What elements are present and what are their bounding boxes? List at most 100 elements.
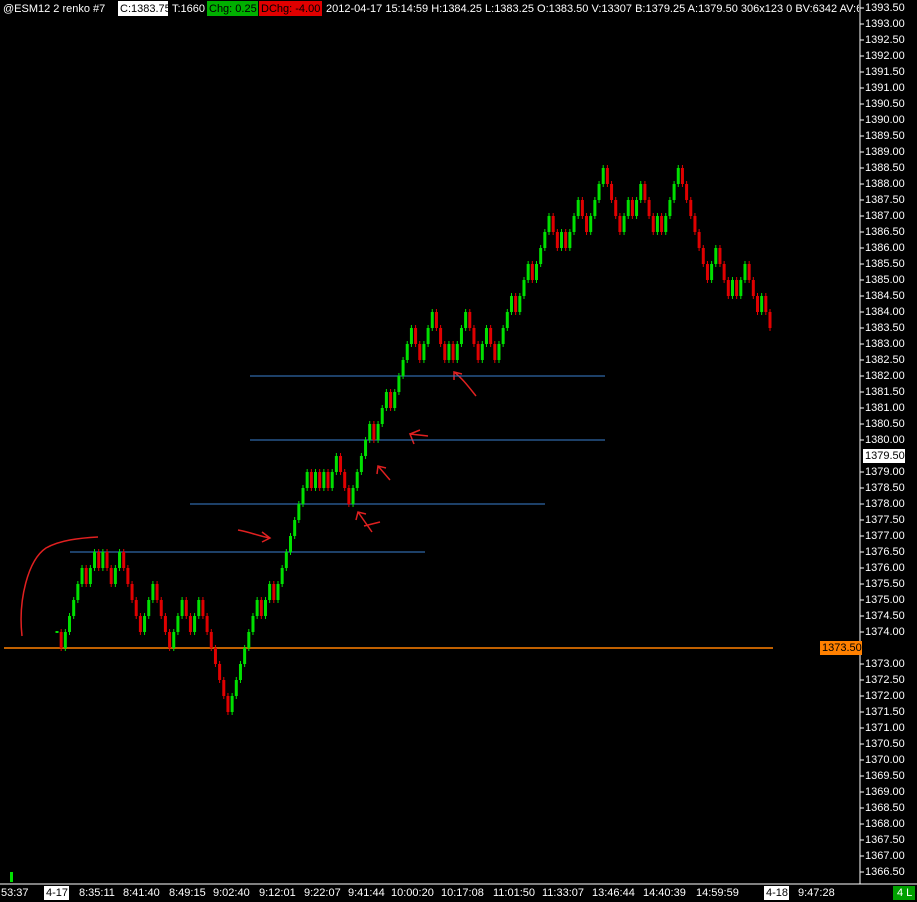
brick: [176, 616, 180, 632]
brick: [118, 552, 122, 568]
brick: [418, 344, 422, 360]
brick: [655, 216, 659, 232]
brick: [643, 184, 647, 200]
brick: [526, 264, 530, 280]
brick: [213, 648, 217, 664]
dchange-box: [259, 1, 322, 16]
x-tick-label: 10:17:08: [441, 887, 484, 899]
brick: [59, 632, 63, 648]
x-tick-label: 13:46:44: [592, 887, 635, 899]
brick: [676, 168, 680, 184]
brick: [272, 584, 276, 600]
brick: [155, 584, 159, 600]
brick: [730, 280, 734, 296]
brick: [710, 264, 714, 280]
x-tick-label: 9:47:28: [798, 887, 835, 899]
x-tick-label: 9:22:07: [304, 887, 341, 899]
y-tick-label: 1386.50: [865, 226, 905, 238]
brick: [585, 216, 589, 232]
brick: [430, 312, 434, 328]
brick: [113, 568, 117, 584]
edge-bar: [10, 872, 13, 882]
brick: [301, 488, 305, 504]
y-tick-label: 1390.50: [865, 98, 905, 110]
y-tick-label: 1374.50: [865, 610, 905, 622]
y-tick-label: 1385.50: [865, 258, 905, 270]
brick: [193, 616, 197, 632]
y-tick-label: 1380.00: [865, 434, 905, 446]
brick: [101, 552, 105, 568]
brick: [518, 296, 522, 312]
annotation-arrow: [408, 429, 429, 445]
brick: [489, 328, 493, 344]
brick: [639, 184, 643, 200]
brick: [222, 680, 226, 696]
y-tick-label: 1387.50: [865, 194, 905, 206]
brick: [572, 216, 576, 232]
brick: [522, 280, 526, 296]
x-tick-label: 10:00:20: [391, 887, 434, 899]
brick: [405, 344, 409, 360]
brick: [443, 344, 447, 360]
brick: [284, 552, 288, 568]
last-price-box: [863, 449, 905, 463]
x-tick-label: 8:49:15: [169, 887, 206, 899]
brick: [697, 232, 701, 248]
marker-box: [820, 641, 862, 655]
y-tick-label: 1385.00: [865, 274, 905, 286]
brick: [180, 600, 184, 616]
y-tick-label: 1392.00: [865, 50, 905, 62]
brick: [297, 504, 301, 520]
brick: [451, 344, 455, 360]
y-tick-label: 1377.50: [865, 514, 905, 526]
y-tick-label: 1382.50: [865, 354, 905, 366]
brick: [576, 200, 580, 216]
close-box: [118, 1, 168, 16]
brick: [714, 248, 718, 264]
brick: [63, 632, 67, 648]
brick: [376, 424, 380, 440]
brick: [476, 344, 480, 360]
brick: [393, 392, 397, 408]
y-tick-label: 1368.00: [865, 818, 905, 830]
annotations: [20, 371, 477, 637]
change-box: [207, 1, 258, 16]
brick: [660, 216, 664, 232]
y-tick-label: 1393.50: [865, 2, 905, 14]
brick: [168, 632, 172, 648]
brick: [184, 600, 188, 616]
y-tick-label: 1378.50: [865, 482, 905, 494]
brick: [439, 328, 443, 344]
brick: [464, 312, 468, 328]
brick: [68, 616, 72, 632]
y-tick-label: 1391.50: [865, 66, 905, 78]
y-tick-label: 1375.50: [865, 578, 905, 590]
brick: [97, 552, 101, 568]
brick: [364, 440, 368, 456]
brick: [514, 296, 518, 312]
brick: [130, 584, 134, 600]
brick: [343, 472, 347, 488]
brick: [334, 456, 338, 472]
brick: [339, 456, 343, 472]
brick: [455, 344, 459, 360]
y-tick-label: 1370.50: [865, 738, 905, 750]
brick: [701, 248, 705, 264]
brick: [76, 584, 80, 600]
y-tick-label: 1371.00: [865, 722, 905, 734]
brick: [622, 216, 626, 232]
change-label: Chg: 0.25: [209, 3, 257, 15]
brick: [547, 216, 551, 232]
y-tick-label: 1388.50: [865, 162, 905, 174]
x-tick-label: 14:40:39: [643, 887, 686, 899]
brick: [401, 360, 405, 376]
brick: [368, 424, 372, 440]
brick: [288, 536, 292, 552]
brick: [230, 696, 234, 712]
brick: [726, 280, 730, 296]
x-tick-label: 9:12:01: [259, 887, 296, 899]
y-tick-label: 1383.50: [865, 322, 905, 334]
y-tick-label: 1366.50: [865, 866, 905, 878]
brick: [326, 472, 330, 488]
brick: [238, 664, 242, 680]
